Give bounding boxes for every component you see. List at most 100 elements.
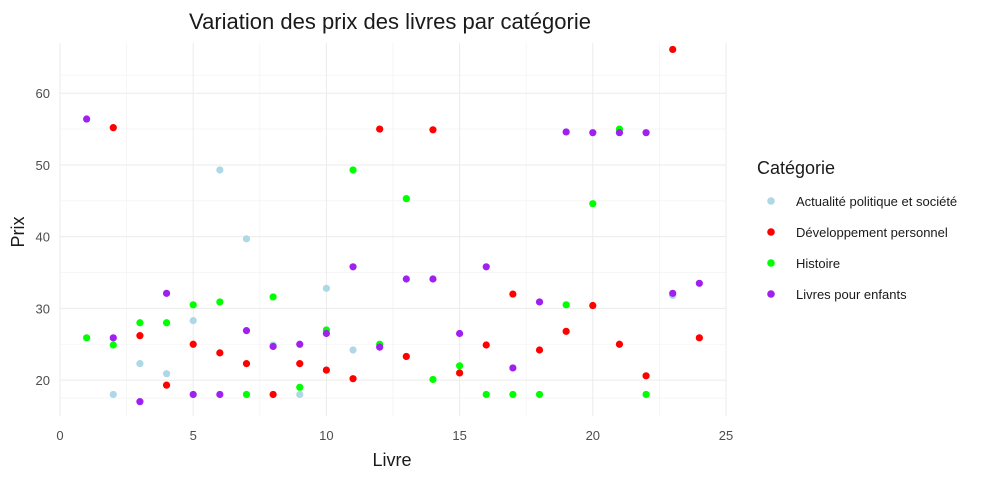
x-tick-label: 25 — [719, 428, 733, 443]
data-point — [562, 301, 570, 309]
y-tick-label: 40 — [36, 230, 50, 245]
data-point — [162, 381, 171, 389]
data-point — [322, 284, 330, 292]
data-point — [402, 195, 410, 203]
y-tick-label: 20 — [36, 373, 50, 388]
data-point — [189, 390, 197, 399]
data-point — [402, 352, 410, 361]
data-point — [376, 125, 384, 133]
data-point — [429, 275, 437, 283]
x-tick-label: 5 — [190, 428, 197, 443]
y-tick-label: 30 — [36, 301, 50, 316]
data-point — [322, 329, 330, 338]
legend-key — [767, 228, 775, 236]
x-tick-label: 10 — [319, 428, 333, 443]
data-point — [509, 364, 517, 372]
data-point — [269, 293, 277, 301]
y-tick-label: 50 — [36, 158, 50, 173]
data-point — [349, 263, 357, 271]
data-point — [242, 235, 251, 243]
data-point — [456, 329, 464, 338]
data-point — [535, 298, 544, 306]
data-point — [216, 390, 224, 399]
data-point — [269, 342, 277, 351]
data-point — [615, 129, 624, 137]
data-point — [109, 341, 117, 349]
data-point — [109, 390, 117, 399]
data-point — [83, 115, 91, 123]
data-point — [562, 128, 570, 136]
data-point — [429, 126, 437, 134]
data-point — [242, 390, 251, 399]
legend-item: Histoire — [767, 256, 840, 271]
legend-label: Développement personnel — [796, 225, 948, 240]
x-tick-labels: 0 5 10 15 20 25 — [56, 428, 733, 443]
data-point — [109, 124, 117, 132]
data-point — [349, 346, 357, 354]
data-point — [216, 349, 224, 357]
legend-key — [767, 197, 775, 205]
data-point — [376, 343, 384, 351]
data-point — [136, 332, 144, 340]
data-point — [456, 369, 464, 377]
data-point — [136, 360, 144, 368]
data-point — [589, 129, 597, 137]
legend-label: Histoire — [796, 256, 840, 271]
y-axis-title: Prix — [8, 217, 28, 248]
data-point — [402, 275, 410, 283]
data-point — [269, 390, 277, 399]
data-points — [83, 45, 703, 406]
y-tick-label: 60 — [36, 86, 50, 101]
legend-item: Livres pour enfants — [767, 287, 907, 302]
chart-title: Variation des prix des livres par catégo… — [189, 9, 591, 34]
data-point — [349, 375, 357, 383]
data-point — [242, 327, 251, 335]
data-point — [322, 366, 330, 374]
data-point — [642, 129, 650, 137]
data-point — [429, 375, 437, 384]
data-point — [482, 390, 490, 399]
data-point — [83, 334, 91, 342]
x-tick-label: 15 — [452, 428, 466, 443]
x-tick-label: 0 — [56, 428, 63, 443]
y-tick-labels: 20 30 40 50 60 — [36, 86, 50, 388]
legend-label: Actualité politique et société — [796, 194, 957, 209]
data-point — [642, 390, 650, 399]
data-point — [162, 319, 171, 327]
data-point — [296, 340, 304, 348]
data-point — [296, 390, 304, 399]
x-axis-title: Livre — [372, 450, 411, 470]
data-point — [589, 200, 597, 208]
legend-key — [767, 290, 775, 298]
data-point — [349, 166, 357, 174]
data-point — [109, 334, 117, 342]
data-point — [669, 45, 677, 54]
legend-key — [767, 259, 775, 267]
data-point — [589, 301, 597, 310]
data-point — [136, 398, 144, 406]
legend-title: Catégorie — [757, 158, 835, 178]
data-point — [695, 279, 703, 287]
grid — [59, 43, 727, 416]
data-point — [296, 383, 304, 391]
data-point — [296, 360, 304, 368]
data-point — [509, 290, 517, 298]
data-point — [242, 360, 251, 368]
data-point — [482, 263, 490, 271]
data-point — [509, 390, 517, 399]
data-point — [482, 341, 490, 349]
data-point — [189, 316, 197, 325]
data-point — [562, 327, 570, 335]
data-point — [136, 319, 144, 327]
data-point — [216, 298, 224, 306]
data-point — [456, 362, 464, 370]
data-point — [189, 301, 197, 309]
legend-items: Actualité politique et société Développem… — [767, 194, 957, 302]
data-point — [669, 289, 677, 297]
data-point — [695, 334, 703, 342]
data-point — [162, 370, 171, 378]
data-point — [216, 166, 224, 174]
data-point — [535, 390, 544, 399]
